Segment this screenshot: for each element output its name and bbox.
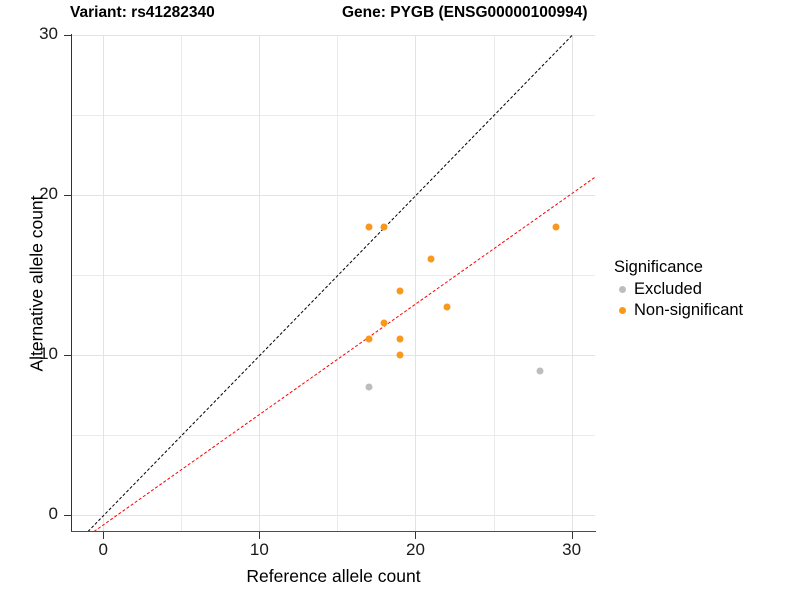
data-point (396, 287, 404, 295)
y-axis-label: Alternative allele count (26, 195, 47, 372)
y-axis-tick (64, 195, 71, 196)
plot-panel (72, 35, 596, 532)
gridline-horizontal-minor (72, 115, 595, 116)
legend-item[interactable]: Excluded (614, 279, 796, 300)
y-axis-tick-label: 30 (39, 24, 58, 43)
gridline-horizontal-minor (72, 435, 595, 436)
data-point (380, 319, 388, 327)
gridline-vertical-minor (493, 35, 495, 531)
y-axis-tick (64, 35, 71, 36)
x-axis-tick (415, 532, 417, 539)
legend-swatch-icon (614, 281, 631, 298)
x-axis-tick-label: 0 (98, 540, 108, 559)
data-point (365, 383, 373, 391)
legend-item-label: Excluded (634, 280, 702, 298)
x-axis-line (71, 531, 596, 532)
gridline-vertical-minor (181, 35, 183, 531)
legend-swatch-icon (614, 302, 631, 319)
gridline-horizontal (72, 35, 595, 36)
gridline-vertical-minor (337, 35, 339, 531)
legend: Significance Excluded Non-significant (614, 258, 796, 321)
data-point (443, 303, 451, 311)
legend-title: Significance (614, 258, 703, 276)
y-axis-tick (64, 515, 71, 516)
gridline-horizontal (72, 195, 595, 196)
y-axis-tick (64, 355, 71, 356)
gridline-vertical (259, 35, 261, 531)
x-axis-label: Reference allele count (246, 566, 421, 586)
x-axis-tick (103, 532, 105, 539)
gridline-vertical (103, 35, 105, 531)
gridline-vertical (415, 35, 417, 531)
y-axis-tick-label: 0 (48, 504, 58, 523)
gridline-horizontal (72, 355, 595, 356)
legend-item-label: Non-significant (634, 301, 744, 319)
data-point (396, 335, 404, 343)
y-axis-tick-label: 20 (39, 184, 58, 203)
x-axis-tick-label: 20 (405, 540, 425, 559)
data-point (365, 335, 373, 343)
legend-items: Excluded Non-significant (614, 279, 796, 321)
gridline-horizontal (72, 515, 595, 516)
data-point (380, 223, 388, 231)
reference-line-identity (87, 35, 572, 532)
data-point (536, 367, 544, 375)
x-axis-tick (259, 532, 261, 539)
x-axis-tick (571, 532, 573, 539)
x-axis-tick-label: 10 (249, 540, 269, 559)
gridline-vertical (571, 35, 573, 531)
data-point (396, 351, 404, 359)
gene-title: Gene: PYGB (ENSG00000100994) (342, 4, 588, 21)
legend-item[interactable]: Non-significant (614, 300, 796, 321)
variant-title: Variant: rs41282340 (70, 4, 215, 21)
gridline-horizontal-minor (72, 275, 595, 276)
data-point (552, 223, 560, 231)
y-axis-tick-label: 10 (39, 344, 58, 363)
data-point (427, 255, 435, 263)
y-axis-line (71, 34, 72, 532)
data-point (365, 223, 373, 231)
x-axis-tick-label: 30 (562, 540, 582, 559)
